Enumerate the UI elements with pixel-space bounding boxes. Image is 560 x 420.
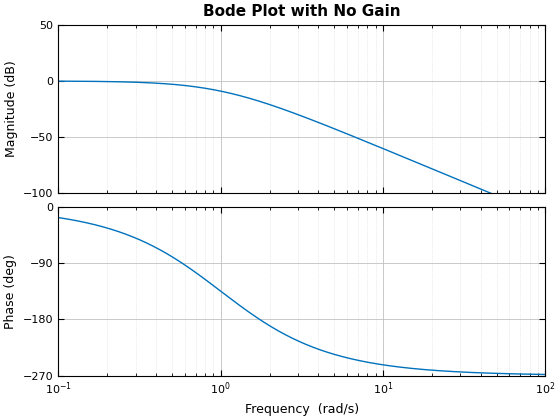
Title: Bode Plot with No Gain: Bode Plot with No Gain [203, 5, 401, 19]
X-axis label: Frequency  (rad/s): Frequency (rad/s) [245, 402, 359, 415]
Y-axis label: Magnitude (dB): Magnitude (dB) [4, 61, 18, 158]
Y-axis label: Phase (deg): Phase (deg) [4, 254, 17, 329]
